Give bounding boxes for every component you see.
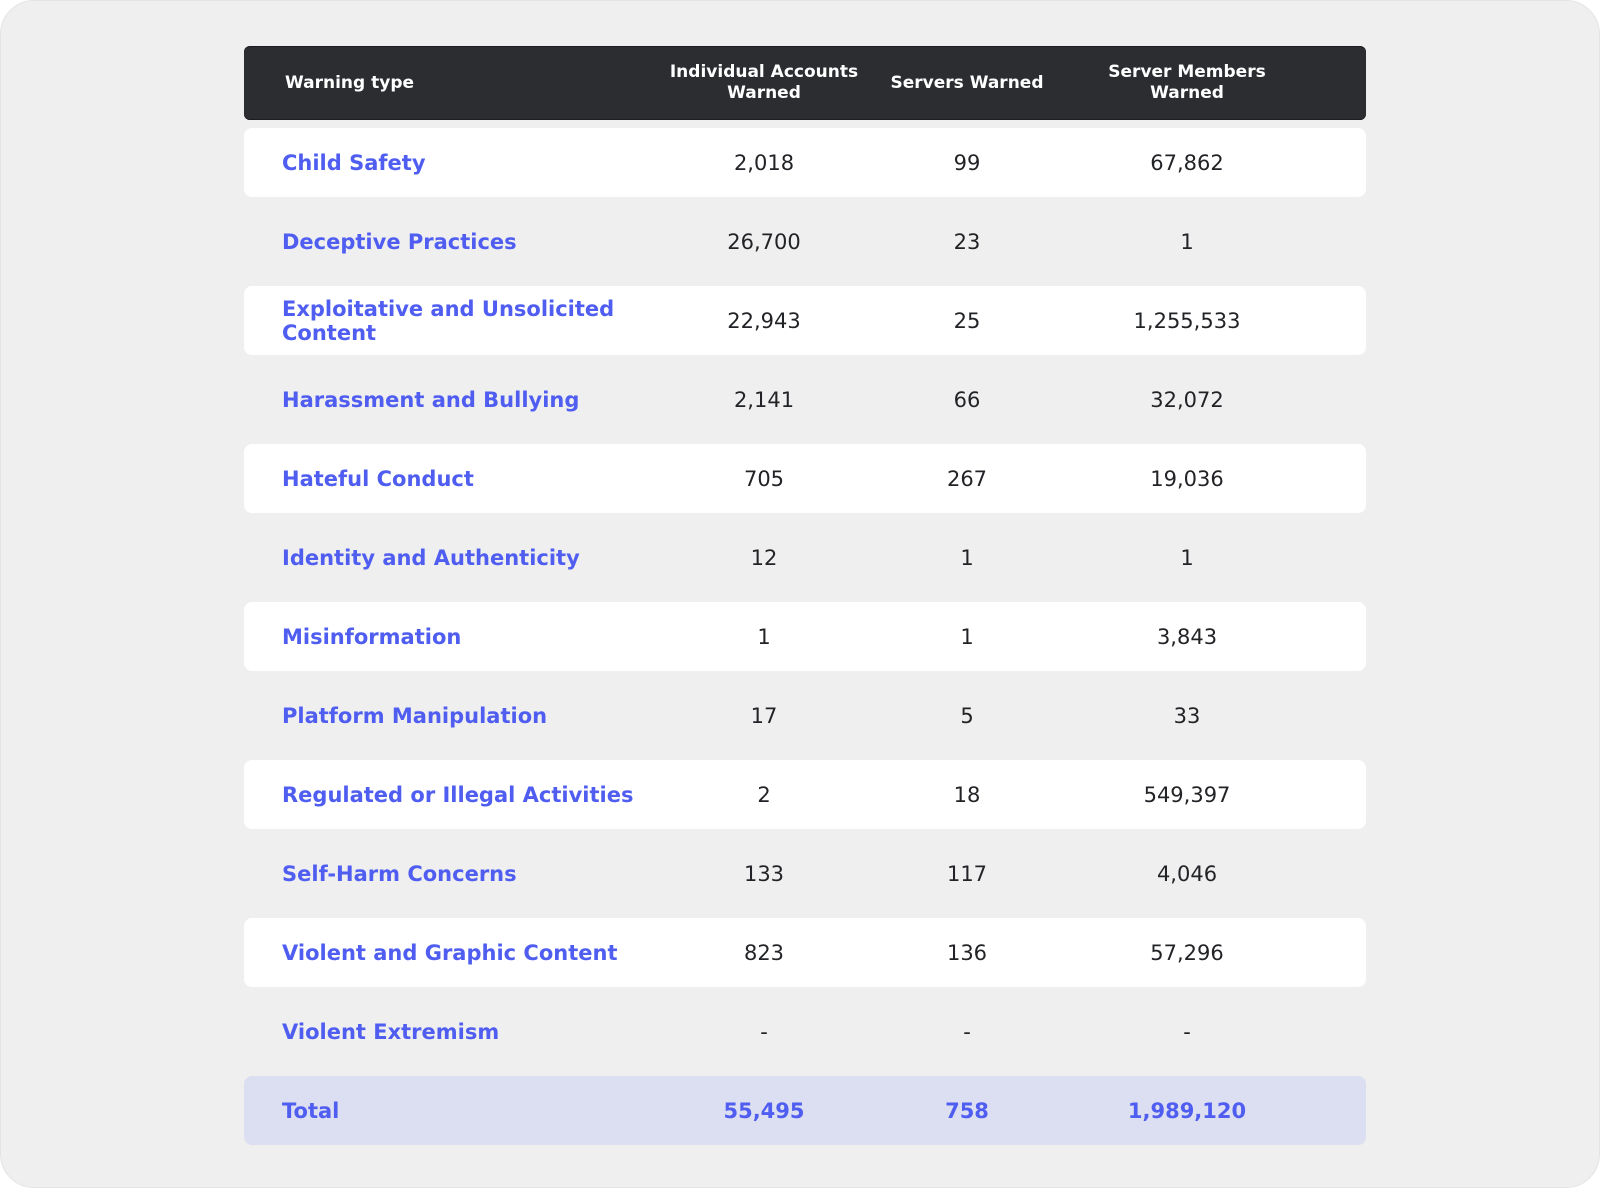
table-row: Harassment and Bullying 2,141 66 32,072 <box>244 365 1366 434</box>
warning-type-label: Child Safety <box>282 150 426 175</box>
individual-accounts-value: 133 <box>743 861 785 886</box>
servers-warned-value: 23 <box>953 229 981 254</box>
individual-accounts-value: 2 <box>757 782 771 807</box>
server-members-value: 32,072 <box>1150 387 1224 412</box>
server-members-value: 19,036 <box>1150 466 1224 491</box>
header-warning-type: Warning type <box>285 72 415 93</box>
table-row: Deceptive Practices 26,700 23 1 <box>244 207 1366 276</box>
warning-type-label: Exploitative and Unsolicited Content <box>282 296 615 345</box>
table-row: Regulated or Illegal Activities 2 18 549,39… <box>244 760 1366 829</box>
servers-warned-value: 267 <box>946 466 988 491</box>
server-members-value: 33 <box>1173 703 1201 728</box>
individual-accounts-value: 22,943 <box>727 308 801 333</box>
servers-warned-value: 1 <box>960 545 974 570</box>
total-label: Total <box>282 1098 340 1123</box>
warning-type-label: Platform Manipulation <box>282 703 548 728</box>
table-row: Misinformation 1 1 3,843 <box>244 602 1366 671</box>
individual-accounts-value: 823 <box>743 940 785 965</box>
table-row: Identity and Authenticity 12 1 1 <box>244 523 1366 592</box>
table-header: Warning type Individual Accounts Warned … <box>244 46 1366 120</box>
servers-warned-value: - <box>963 1019 971 1044</box>
warning-type-label: Deceptive Practices <box>282 229 517 254</box>
warning-type-label: Regulated or Illegal Activities <box>282 782 634 807</box>
table-row: Platform Manipulation 17 5 33 <box>244 681 1366 750</box>
servers-warned-value: 25 <box>953 308 981 333</box>
total-row: Total 55,495 758 1,989,120 <box>244 1076 1366 1145</box>
warning-type-label: Violent and Graphic Content <box>282 940 618 965</box>
server-members-value: 1 <box>1180 229 1194 254</box>
table-row: Child Safety 2,018 99 67,862 <box>244 128 1366 197</box>
table-body: Child Safety 2,018 99 67,862 Deceptive Pract… <box>244 128 1366 1145</box>
warning-type-label: Self-Harm Concerns <box>282 861 517 886</box>
table-row: Violent and Graphic Content 823 136 57,296 <box>244 918 1366 987</box>
server-members-value: 549,397 <box>1143 782 1231 807</box>
server-members-value: 57,296 <box>1150 940 1224 965</box>
servers-warned-value: 117 <box>946 861 988 886</box>
individual-accounts-value: 2,018 <box>733 150 795 175</box>
server-members-value: - <box>1183 1019 1191 1044</box>
header-individual-accounts: Individual Accounts Warned <box>669 62 859 103</box>
individual-accounts-value: - <box>760 1019 768 1044</box>
warning-type-label: Identity and Authenticity <box>282 545 580 570</box>
total-server-members: 1,989,120 <box>1127 1098 1247 1123</box>
servers-warned-value: 136 <box>946 940 988 965</box>
individual-accounts-value: 1 <box>757 624 771 649</box>
server-members-value: 3,843 <box>1156 624 1218 649</box>
server-members-value: 1 <box>1180 545 1194 570</box>
individual-accounts-value: 17 <box>750 703 778 728</box>
warning-type-label: Violent Extremism <box>282 1019 500 1044</box>
table-row: Violent Extremism - - - <box>244 997 1366 1066</box>
individual-accounts-value: 26,700 <box>727 229 801 254</box>
individual-accounts-value: 12 <box>750 545 778 570</box>
header-server-members: Server Members Warned <box>1108 62 1266 103</box>
servers-warned-value: 1 <box>960 624 974 649</box>
table-row: Hateful Conduct 705 267 19,036 <box>244 444 1366 513</box>
total-servers-warned: 758 <box>945 1098 989 1123</box>
server-members-value: 4,046 <box>1156 861 1218 886</box>
total-individual-accounts: 55,495 <box>723 1098 805 1123</box>
individual-accounts-value: 705 <box>743 466 785 491</box>
warning-type-label: Misinformation <box>282 624 462 649</box>
warning-type-label: Harassment and Bullying <box>282 387 580 412</box>
warnings-table: Warning type Individual Accounts Warned … <box>244 46 1366 1145</box>
servers-warned-value: 99 <box>953 150 981 175</box>
servers-warned-value: 18 <box>953 782 981 807</box>
table-row: Exploitative and Unsolicited Content 22,9… <box>244 286 1366 355</box>
servers-warned-value: 5 <box>960 703 974 728</box>
servers-warned-value: 66 <box>953 387 981 412</box>
individual-accounts-value: 2,141 <box>733 387 795 412</box>
table-row: Self-Harm Concerns 133 117 4,046 <box>244 839 1366 908</box>
server-members-value: 1,255,533 <box>1133 308 1241 333</box>
server-members-value: 67,862 <box>1150 150 1224 175</box>
header-servers-warned: Servers Warned <box>890 72 1044 93</box>
warning-type-label: Hateful Conduct <box>282 466 474 491</box>
